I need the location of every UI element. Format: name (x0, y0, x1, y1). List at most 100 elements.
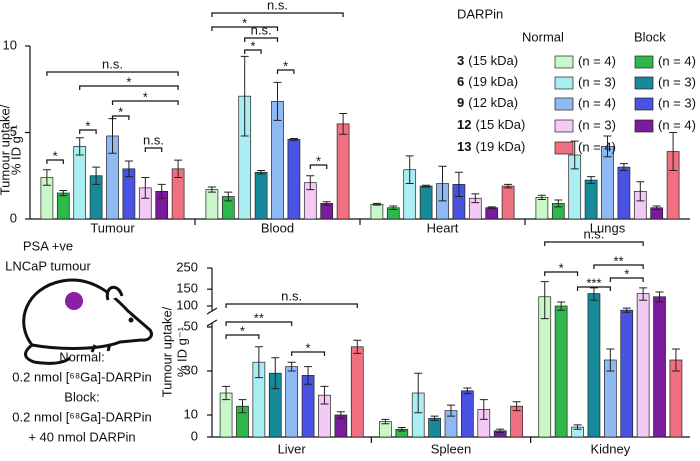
bar (584, 179, 598, 220)
error-bar (42, 169, 51, 186)
significance-bracket (111, 115, 130, 120)
error-bar (652, 205, 661, 210)
significance-bracket (79, 129, 97, 134)
bar (419, 185, 433, 220)
error-bar (306, 175, 315, 191)
significance-label: * (316, 153, 321, 168)
bar (601, 145, 614, 220)
mouse-illustration (22, 278, 153, 365)
significance-bracket (244, 37, 279, 42)
legend-swatch (554, 55, 574, 69)
y-axis-label: Tumour uptake/ (0, 104, 12, 195)
legend-swatch (634, 76, 654, 90)
legend-n: (n = 3) (578, 117, 616, 132)
error-bar (603, 135, 612, 158)
legend-swatch (634, 55, 654, 69)
significance-bracket (593, 264, 644, 269)
legend-swatch (634, 97, 654, 111)
mouse-ear (105, 285, 124, 301)
error-bar (207, 186, 216, 193)
legend-id: 13 (457, 139, 471, 154)
error-bar (254, 346, 263, 379)
bar (461, 390, 474, 438)
legend-id: 12 (457, 117, 471, 132)
y-tick-label: 250 (176, 259, 198, 274)
legend-n: (n = 4) (578, 139, 616, 154)
error-bar (322, 201, 331, 206)
significance-label: * (118, 104, 123, 119)
significance-label: n.s. (583, 226, 604, 241)
x-tick-label: Lungs (590, 220, 626, 235)
illustration-note: Normal: (59, 349, 105, 364)
bar (587, 293, 601, 438)
legend-swatch (554, 76, 574, 90)
error-bar (224, 191, 233, 202)
error-bar (487, 206, 496, 210)
legend-label: 9 (12 kDa) (457, 95, 518, 110)
bar (501, 185, 515, 220)
error-bar (75, 137, 84, 156)
significance-bracket (111, 100, 179, 105)
bar (636, 293, 650, 438)
legend-label: 6 (19 kDa) (457, 74, 518, 89)
error-bar (273, 81, 282, 121)
error-bar (463, 387, 472, 395)
significance-label: ** (613, 253, 623, 268)
error-bar (271, 357, 280, 390)
bar (669, 359, 683, 438)
significance-label: * (53, 148, 58, 163)
error-bar (238, 399, 247, 414)
bar (428, 417, 441, 438)
error-bar (353, 339, 362, 354)
significance-bracket (309, 164, 328, 169)
error-bar (587, 176, 596, 185)
legend-n: (n = 4) (658, 53, 696, 68)
error-bar (669, 132, 678, 172)
legend-size: (19 kDa) (475, 139, 525, 154)
x-tick-label: Tumour (90, 220, 135, 235)
significance-label: *** (586, 275, 601, 290)
error-bar (92, 166, 101, 185)
error-bar (573, 424, 582, 430)
legend-swatch (554, 119, 574, 133)
significance-bracket (225, 321, 293, 326)
significance-bracket (276, 69, 295, 74)
significance-bracket (609, 277, 644, 282)
legend-id: 3 (457, 53, 464, 68)
bar (285, 366, 299, 438)
significance-label: * (624, 266, 629, 281)
legend-size: (12 kDa) (468, 95, 518, 110)
legend-column: Block (634, 29, 666, 44)
legend-n: (n = 3) (658, 74, 696, 89)
legend-size: (15 kDa) (475, 117, 525, 132)
significance-bracket (544, 241, 644, 246)
axis-break (206, 307, 218, 327)
significance-label: * (559, 260, 564, 275)
legend-size: (15 kDa) (468, 53, 518, 68)
significance-label: ** (254, 310, 264, 325)
significance-bracket (211, 26, 279, 31)
significance-bracket (576, 286, 611, 291)
significance-bracket (544, 271, 579, 276)
bar (485, 207, 499, 220)
bar (287, 139, 301, 220)
significance-bracket (211, 12, 344, 17)
legend-label: 13 (19 kDa) (457, 139, 525, 154)
error-bar (639, 287, 648, 301)
bar (603, 359, 617, 438)
error-bar (447, 404, 455, 417)
error-bar (619, 163, 628, 172)
error-bar (304, 366, 313, 385)
error-bar (636, 181, 645, 202)
significance-label: * (306, 340, 311, 355)
error-bar (554, 199, 563, 208)
error-bar (454, 171, 463, 198)
error-bar (339, 112, 348, 135)
error-bar (257, 170, 266, 175)
error-bar (157, 183, 166, 199)
y-axis-label: % ID g⁻¹ (8, 124, 23, 175)
error-bar (496, 428, 505, 434)
significance-label: n.s. (102, 56, 123, 71)
y-tick-label: 150 (176, 281, 198, 296)
